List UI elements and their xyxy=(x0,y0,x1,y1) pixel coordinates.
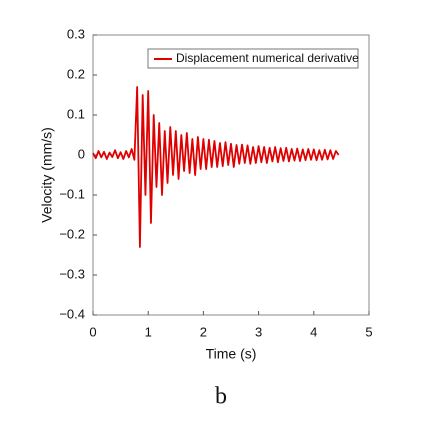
plot-frame xyxy=(92,34,370,316)
x-tick-label: 5 xyxy=(365,324,372,339)
legend-label: Displacement numerical derivative xyxy=(176,51,359,65)
y-tick-label: 0 xyxy=(78,146,85,161)
legend-box xyxy=(147,48,359,69)
y-tick-label: 0.2 xyxy=(67,66,85,81)
data-line xyxy=(92,86,340,248)
y-tick-label: 0.1 xyxy=(67,106,85,121)
y-tick-label: −0.3 xyxy=(59,266,85,281)
y-tick-label: −0.4 xyxy=(59,306,85,321)
y-axis-label: Velocity (mm/s) xyxy=(39,127,55,223)
x-tick-label: 3 xyxy=(255,324,262,339)
x-tick-label: 1 xyxy=(145,324,152,339)
caption: b xyxy=(215,384,227,410)
x-tick-label: 4 xyxy=(310,324,317,339)
y-tick-label: −0.2 xyxy=(59,226,85,241)
x-axis-label: Time (s) xyxy=(206,346,257,362)
x-tick-label: 0 xyxy=(89,324,96,339)
x-tick-label: 2 xyxy=(200,324,207,339)
y-tick-label: −0.1 xyxy=(59,186,85,201)
y-tick-label: 0.3 xyxy=(67,26,85,41)
